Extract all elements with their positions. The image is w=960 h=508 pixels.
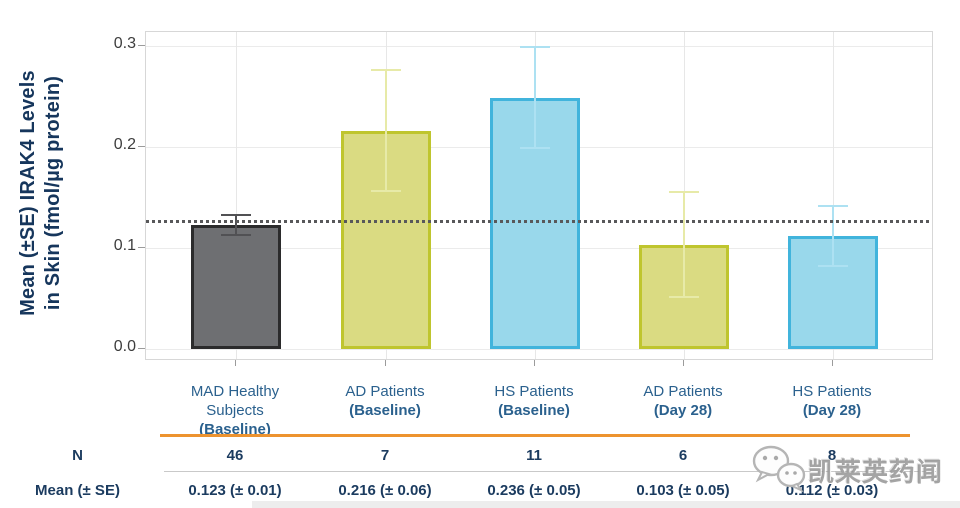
x-category-phase: (Day 28) (802, 402, 862, 419)
error-bar-line (385, 70, 387, 192)
table-mean-value: 0.123 (± 0.01) (188, 482, 282, 499)
error-bar-cap-bottom (669, 296, 699, 299)
table-n-value: 11 (526, 447, 542, 464)
y-tick-label: 0.3 (113, 35, 136, 52)
x-category-label: AD Patients (Day 28) (608, 382, 758, 420)
error-bar-cap-top (221, 213, 251, 216)
x-category-name: AD Patients (643, 383, 723, 400)
y-tick-label: 0.1 (113, 237, 136, 254)
x-category-name: HS Patients (792, 383, 872, 400)
y-axis-title-line2: in Skin (fmol/µg protein) (42, 75, 64, 311)
y-tick-mark (138, 247, 145, 248)
x-category-label: HS Patients (Baseline) (459, 382, 609, 420)
table-row-label-n: N (72, 447, 83, 464)
error-bar-cap-top (818, 204, 848, 207)
watermark: 凯莱英药闻 (750, 442, 958, 498)
x-category-label: HS Patients (Day 28) (757, 382, 907, 420)
gridline-horizontal (146, 349, 932, 350)
y-tick-mark (138, 348, 145, 349)
error-bar-cap-bottom (371, 190, 401, 193)
bar (191, 224, 281, 349)
x-category-name: AD Patients (345, 383, 425, 400)
table-n-value: 8 (827, 447, 837, 464)
table-top-divider (160, 434, 910, 437)
x-tick-mark (235, 360, 236, 366)
y-tick-label: 0.0 (113, 338, 136, 355)
table-mean-value: 0.216 (± 0.06) (338, 482, 432, 499)
table-mean-value: 0.103 (± 0.05) (636, 482, 730, 499)
error-bar-line (683, 192, 685, 298)
bottom-strip (252, 501, 960, 508)
table-n-value: 6 (678, 447, 688, 464)
x-category-phase: (Day 28) (653, 402, 713, 419)
table-mid-divider (164, 471, 936, 472)
gridline-vertical (236, 32, 237, 359)
wechat-chat-bubbles-icon (750, 442, 808, 499)
x-category-name: HS Patients (494, 383, 574, 400)
error-bar-cap-top (669, 191, 699, 194)
plot-area (145, 31, 933, 360)
error-bar-cap-top (371, 69, 401, 72)
table-row-label-mean: Mean (± SE) (35, 482, 120, 499)
error-bar-cap-top (520, 46, 550, 48)
gridline-vertical (833, 32, 834, 359)
y-axis-title-line1: Mean (±SE) IRAK4 Levels (17, 70, 39, 316)
error-bar-cap-bottom (520, 147, 550, 149)
error-bar-line (534, 47, 536, 148)
x-tick-mark (385, 360, 386, 366)
x-category-label: AD Patients (Baseline) (310, 382, 460, 420)
table-n-value: 46 (226, 447, 244, 464)
x-tick-mark (683, 360, 684, 366)
y-axis-title: Mean (±SE) IRAK4 Levels in Skin (fmol/µg… (16, 13, 66, 373)
error-bar-cap-bottom (818, 265, 848, 268)
x-category-phase: (Baseline) (498, 402, 570, 419)
table-mean-value: 0.236 (± 0.05) (487, 482, 581, 499)
x-category-phase: (Baseline) (349, 402, 421, 419)
x-tick-mark (832, 360, 833, 366)
y-tick-mark (138, 45, 145, 46)
error-bar-line (832, 205, 834, 267)
x-category-phase: (Baseline) (199, 421, 271, 438)
watermark-text: 凯莱英药闻 (808, 456, 944, 487)
error-bar-line (235, 214, 237, 235)
table-mean-value: 0.112 (± 0.03) (785, 482, 879, 499)
reference-dotted-line (146, 219, 932, 223)
y-tick-mark (138, 146, 145, 147)
y-tick-label: 0.2 (113, 136, 136, 153)
error-bar-cap-bottom (221, 233, 251, 236)
x-category-label: MAD Healthy Subjects (Baseline) (160, 382, 310, 439)
table-n-value: 7 (380, 447, 390, 464)
x-tick-mark (534, 360, 535, 366)
x-category-name: MAD Healthy Subjects (190, 383, 280, 419)
